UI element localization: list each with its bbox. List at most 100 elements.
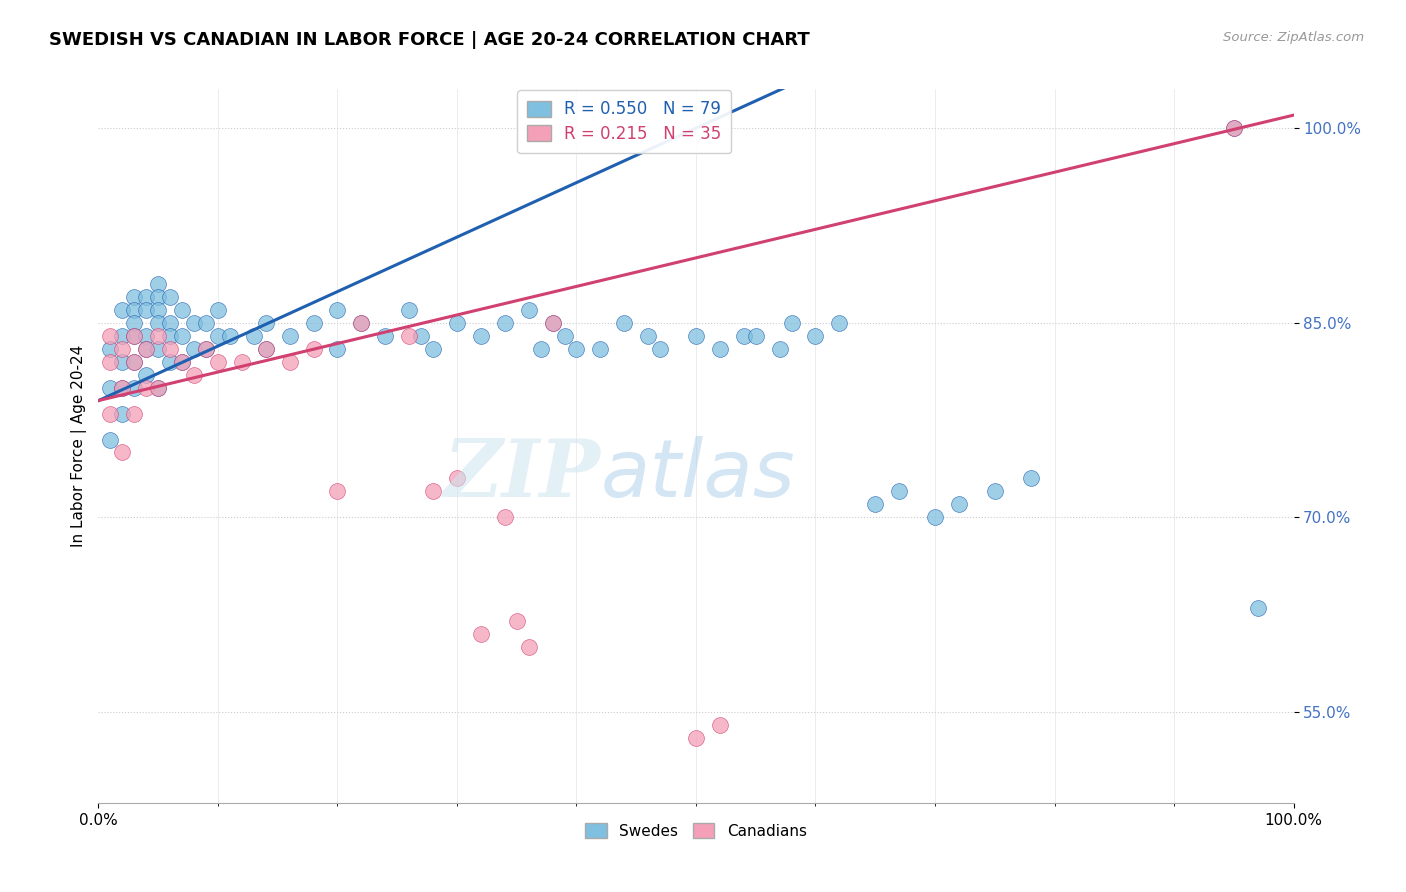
Point (254, 342, 277, 356)
Point (470, 328, 492, 343)
Point (111, 354, 134, 368)
Point (302, 316, 325, 330)
Point (828, 316, 851, 330)
Text: atlas: atlas (600, 435, 796, 514)
Point (1223, 121, 1246, 136)
Point (135, 342, 157, 356)
Point (1247, 601, 1270, 615)
Point (111, 381, 134, 395)
Text: Source: ZipAtlas.com: Source: ZipAtlas.com (1223, 31, 1364, 45)
Point (984, 484, 1007, 499)
Point (135, 342, 157, 356)
Point (589, 342, 612, 356)
Point (111, 445, 134, 459)
Point (98, 328, 122, 343)
Point (207, 302, 229, 317)
Point (111, 381, 134, 395)
Point (350, 316, 373, 330)
Point (889, 484, 911, 499)
Point (924, 510, 946, 524)
Point (243, 328, 266, 343)
Point (135, 290, 157, 304)
Point (135, 302, 157, 317)
Point (172, 354, 194, 368)
Point (124, 328, 146, 343)
Point (135, 368, 157, 382)
Point (148, 316, 170, 330)
Point (98, 433, 122, 447)
Point (195, 342, 218, 356)
Point (124, 407, 146, 421)
Text: SWEDISH VS CANADIAN IN LABOR FORCE | AGE 20-24 CORRELATION CHART: SWEDISH VS CANADIAN IN LABOR FORCE | AGE… (49, 31, 810, 49)
Point (111, 302, 134, 317)
Point (733, 328, 755, 343)
Point (159, 342, 181, 356)
Text: ZIP: ZIP (443, 436, 600, 513)
Y-axis label: In Labor Force | Age 20-24: In Labor Force | Age 20-24 (72, 345, 87, 547)
Point (326, 342, 349, 356)
Point (124, 290, 146, 304)
Point (745, 328, 768, 343)
Point (124, 354, 146, 368)
Point (446, 471, 468, 485)
Point (111, 328, 134, 343)
Point (554, 328, 576, 343)
Point (613, 316, 636, 330)
Point (148, 342, 170, 356)
Legend: Swedes, Canadians: Swedes, Canadians (579, 817, 813, 845)
Point (709, 718, 731, 732)
Point (517, 640, 540, 654)
Point (195, 316, 218, 330)
Point (148, 302, 170, 317)
Point (207, 328, 229, 343)
Point (494, 316, 516, 330)
Point (398, 328, 420, 343)
Point (98, 381, 122, 395)
Point (135, 381, 157, 395)
Point (1019, 471, 1042, 485)
Point (254, 316, 277, 330)
Point (159, 316, 181, 330)
Point (804, 328, 827, 343)
Point (565, 342, 588, 356)
Point (195, 342, 218, 356)
Point (350, 316, 373, 330)
Point (398, 302, 420, 317)
Point (111, 342, 134, 356)
Point (685, 731, 707, 745)
Point (231, 354, 253, 368)
Point (159, 290, 181, 304)
Point (135, 328, 157, 343)
Point (506, 614, 529, 628)
Point (148, 277, 170, 291)
Point (411, 328, 433, 343)
Point (278, 328, 301, 343)
Point (541, 316, 564, 330)
Point (98, 342, 122, 356)
Point (541, 316, 564, 330)
Point (302, 342, 325, 356)
Point (172, 354, 194, 368)
Point (183, 342, 205, 356)
Point (148, 381, 170, 395)
Point (865, 497, 887, 511)
Point (159, 328, 181, 343)
Point (124, 354, 146, 368)
Point (148, 290, 170, 304)
Point (183, 316, 205, 330)
Point (207, 354, 229, 368)
Point (709, 342, 731, 356)
Point (183, 368, 205, 382)
Point (98, 354, 122, 368)
Point (685, 328, 707, 343)
Point (326, 302, 349, 317)
Point (219, 328, 242, 343)
Point (637, 328, 659, 343)
Point (278, 354, 301, 368)
Point (422, 342, 444, 356)
Point (159, 354, 181, 368)
Point (446, 316, 468, 330)
Point (148, 328, 170, 343)
Point (124, 302, 146, 317)
Point (124, 381, 146, 395)
